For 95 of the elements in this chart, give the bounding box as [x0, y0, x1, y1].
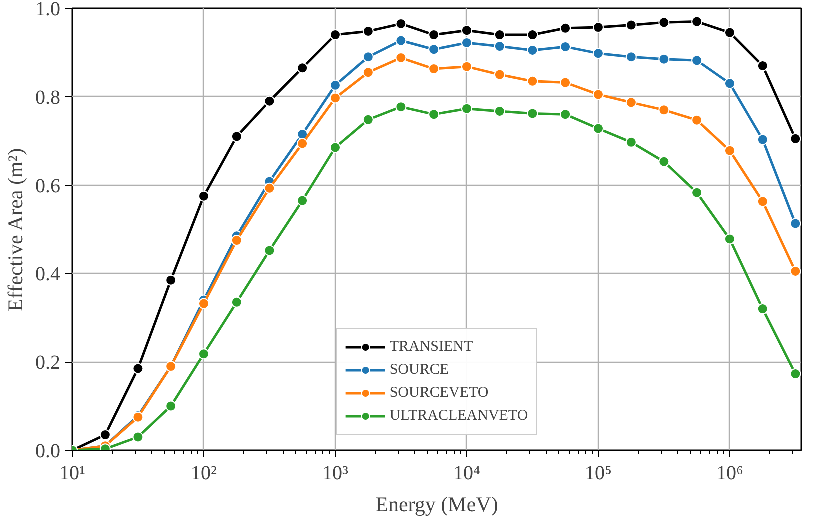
x-tick-label: 10⁶ [716, 462, 744, 484]
point [461, 61, 472, 72]
point [330, 30, 341, 41]
x-tick-label: 10³ [322, 462, 348, 484]
point [362, 26, 374, 37]
legend-label: TRANSIENT [390, 338, 474, 356]
point [330, 92, 341, 104]
point [658, 17, 670, 28]
point [560, 22, 572, 34]
point [166, 274, 177, 286]
x-tick-label: 10⁴ [453, 462, 480, 484]
point [396, 102, 407, 113]
point [692, 55, 703, 66]
point [527, 108, 538, 120]
point [198, 348, 210, 360]
y-tick-label: 0.8 [36, 86, 60, 109]
point [592, 48, 604, 60]
y-tick-label: 0.6 [36, 175, 60, 198]
point [494, 106, 506, 117]
point [658, 54, 670, 65]
point [790, 218, 802, 230]
point [428, 64, 440, 75]
point [626, 20, 637, 31]
point [362, 114, 374, 126]
point [692, 16, 703, 28]
x-tick-label: 10² [190, 462, 217, 484]
point [692, 187, 703, 198]
point [231, 296, 242, 308]
point [724, 78, 736, 90]
point [198, 298, 210, 310]
point [231, 235, 242, 246]
point [724, 27, 736, 38]
point [658, 156, 670, 168]
point [198, 190, 210, 202]
point [592, 123, 604, 134]
point [757, 304, 768, 315]
x-tick-label: 10¹ [60, 462, 86, 484]
point [461, 25, 472, 36]
y-tick-label: 1.0 [36, 0, 60, 20]
point [592, 89, 604, 100]
legend-label: ULTRACLEANVETO [390, 408, 528, 424]
point [790, 368, 802, 380]
point [757, 60, 768, 72]
x-tick-label: 10⁵ [584, 462, 612, 484]
point [330, 142, 341, 154]
point [297, 138, 308, 150]
point [428, 30, 440, 41]
point [461, 37, 472, 48]
point [100, 430, 111, 441]
point [626, 97, 637, 108]
point [527, 76, 538, 87]
point [757, 196, 768, 208]
point [428, 44, 440, 56]
point [626, 52, 637, 63]
point [330, 80, 341, 91]
point [560, 109, 572, 120]
y-axis-title: Effective Area (m²) [4, 148, 28, 312]
point [132, 363, 144, 374]
point [396, 35, 407, 46]
point [297, 62, 308, 74]
point [560, 77, 572, 88]
point [724, 234, 736, 245]
point [461, 103, 472, 114]
point [626, 136, 637, 148]
point [362, 67, 374, 78]
point [724, 145, 736, 156]
point [362, 52, 374, 63]
point [264, 245, 276, 256]
x-axis-title: Energy (MeV) [376, 492, 498, 516]
point [264, 96, 276, 107]
point [692, 114, 703, 126]
point [231, 131, 242, 142]
point [396, 18, 407, 30]
point [790, 266, 802, 277]
point [494, 69, 506, 80]
point [527, 30, 538, 41]
point [592, 22, 604, 33]
point [166, 400, 177, 412]
point [790, 133, 802, 144]
point [297, 195, 308, 206]
point [494, 30, 506, 41]
legend-label: SOURCE [390, 362, 450, 378]
point [494, 41, 506, 52]
point [132, 432, 144, 443]
point [264, 182, 276, 194]
point [428, 109, 440, 120]
y-tick-label: 0.2 [36, 352, 60, 374]
point [658, 104, 670, 116]
point [560, 41, 572, 52]
point [527, 45, 538, 56]
y-tick-label: 0.4 [36, 264, 60, 286]
point [757, 134, 768, 146]
point [396, 52, 407, 64]
y-tick-label: 0.0 [36, 440, 60, 462]
legend-label: SOURCEVETO [390, 384, 489, 402]
